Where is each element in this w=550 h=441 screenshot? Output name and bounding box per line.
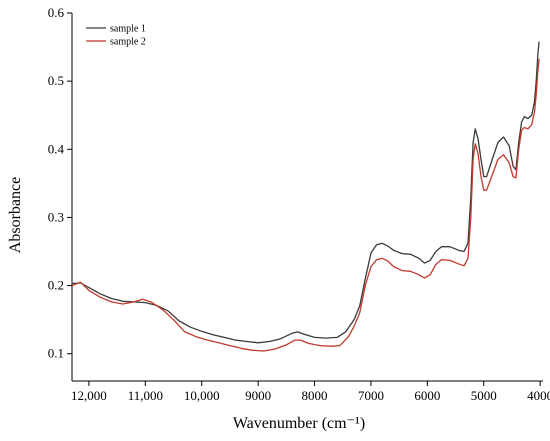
x-tick-label: 12,000 (71, 388, 107, 403)
x-tick-label: 6000 (414, 388, 440, 403)
y-tick-label: 0.3 (48, 209, 64, 224)
x-tick-label: 5000 (471, 388, 497, 403)
series-line-sample-1 (71, 41, 540, 344)
x-tick-label: 11,000 (128, 388, 163, 403)
axes: 12,000 11,000 10,000 9000 8000 7000 6000 5000 40… (48, 5, 550, 403)
x-tick-label: 10,000 (184, 388, 220, 403)
x-tick-label: 7000 (358, 388, 384, 403)
x-tick-label: 9000 (245, 388, 271, 403)
legend: sample 1 sample 2 (86, 24, 146, 48)
y-tick-label: 0.1 (48, 346, 64, 361)
legend-label-2: sample 2 (110, 37, 146, 48)
legend-label-1: sample 1 (110, 24, 146, 35)
series-lines (71, 41, 540, 352)
y-axis-title: Absorbance (7, 177, 24, 253)
y-tick-label: 0.2 (48, 278, 64, 293)
y-tick-label: 0.6 (48, 5, 65, 20)
series-line-sample-2 (71, 58, 540, 352)
y-tick-label: 0.5 (48, 73, 64, 88)
x-axis-title: Wavenumber (cm⁻¹) (233, 415, 365, 432)
x-tick-label: 4000 (527, 388, 550, 403)
y-tick-label: 0.4 (48, 141, 65, 156)
x-tick-label: 8000 (302, 388, 328, 403)
